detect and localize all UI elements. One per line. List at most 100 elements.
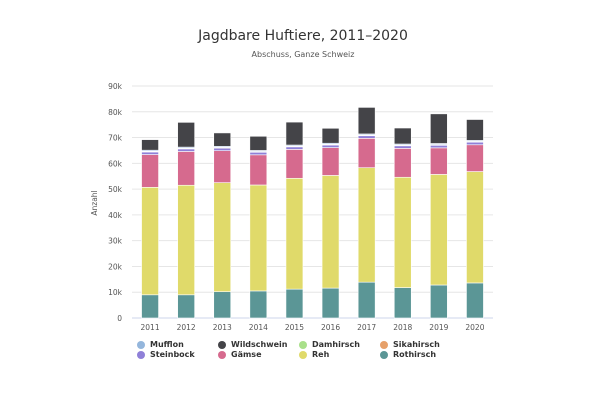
bar-segment-reh-2018[interactable] (393, 176, 412, 288)
legend-swatch (299, 340, 307, 349)
bar-segment-rothirsch-2012[interactable] (177, 294, 195, 319)
legend-swatch (380, 340, 388, 349)
bar-segment-rothirsch-2013[interactable] (213, 291, 232, 319)
legend-swatch (380, 350, 388, 359)
legend-label: Damhirsch (312, 340, 360, 349)
x-tick-label: 2016 (321, 323, 340, 332)
legend-label: Rothirsch (393, 350, 437, 359)
legend-swatch (137, 340, 145, 349)
bar-segment-gämse-2017[interactable] (357, 138, 376, 169)
bar-segment-reh-2019[interactable] (430, 174, 448, 286)
bar-segment-reh-2016[interactable] (321, 175, 340, 289)
legend-label: Sikahirsch (393, 340, 440, 349)
bar-segment-rothirsch-2019[interactable] (430, 284, 448, 319)
bar-segment-wildschwein-2017[interactable] (357, 107, 376, 135)
bar-segment-wildschwein-2018[interactable] (393, 127, 412, 145)
bar-segment-steinbock-2019[interactable] (430, 144, 448, 149)
x-tick-label: 2020 (465, 323, 484, 332)
legend-label: Mufflon (150, 340, 184, 349)
bar-segment-wildschwein-2012[interactable] (177, 122, 195, 148)
bar-segment-reh-2012[interactable] (177, 184, 195, 296)
bar-segment-reh-2013[interactable] (213, 182, 232, 293)
bar-segment-wildschwein-2014[interactable] (249, 135, 268, 151)
bar-segment-wildschwein-2011[interactable] (141, 139, 159, 151)
legend-item-rothirsch[interactable]: Rothirsch (380, 350, 436, 359)
bar-segment-rothirsch-2016[interactable] (321, 287, 340, 319)
bar-segment-wildschwein-2016[interactable] (321, 127, 340, 144)
bar-segment-steinbock-2020[interactable] (466, 141, 484, 146)
legend-item-steinbock[interactable]: Steinbock (137, 350, 195, 359)
bar-segment-gämse-2016[interactable] (321, 147, 340, 176)
bar-segment-steinbock-2018[interactable] (393, 145, 412, 149)
y-tick-label: 30k (108, 237, 123, 246)
x-tick-label: 2011 (141, 323, 160, 332)
bar-segment-rothirsch-2014[interactable] (249, 290, 268, 319)
x-tick-label: 2012 (177, 323, 196, 332)
bar-segment-gämse-2015[interactable] (285, 149, 304, 179)
bar-segment-steinbock-2015[interactable] (285, 146, 304, 150)
bar-segment-gämse-2018[interactable] (393, 148, 412, 178)
bar-segment-reh-2020[interactable] (466, 171, 484, 284)
bars (141, 107, 484, 319)
bar-segment-steinbock-2013[interactable] (213, 147, 232, 152)
legend-item-gämse[interactable]: Gämse (218, 350, 262, 359)
bar-segment-gämse-2019[interactable] (430, 147, 448, 175)
bar-segment-reh-2017[interactable] (357, 167, 376, 283)
legend-label: Steinbock (150, 350, 195, 359)
bar-segment-rothirsch-2018[interactable] (393, 287, 412, 319)
legend-item-wildschwein[interactable]: Wildschwein (218, 340, 288, 349)
bar-segment-wildschwein-2019[interactable] (430, 113, 448, 144)
x-tick-label: 2015 (285, 323, 304, 332)
legend-swatch (218, 350, 226, 359)
y-tick-label: 20k (108, 262, 123, 271)
x-tick-label: 2014 (249, 323, 268, 332)
legend-label: Wildschwein (231, 340, 288, 349)
bar-segment-rothirsch-2015[interactable] (285, 288, 304, 319)
bar-segment-steinbock-2016[interactable] (321, 144, 340, 148)
legend-item-reh[interactable]: Reh (299, 350, 329, 359)
bar-segment-reh-2011[interactable] (141, 187, 159, 296)
bar-segment-steinbock-2012[interactable] (177, 148, 195, 152)
bar-segment-gämse-2020[interactable] (466, 144, 484, 172)
legend-item-sikahirsch[interactable]: Sikahirsch (380, 340, 440, 349)
bar-segment-steinbock-2017[interactable] (357, 135, 376, 139)
y-tick-label: 60k (108, 159, 123, 168)
x-axis-ticks: 2011 2012 2013 2014 2015 2016 2017 2018 2019 2020 (141, 323, 485, 332)
chart-title: Jagdbare Huftiere, 2011–2020 (198, 28, 408, 44)
y-axis-label: Anzahl (90, 190, 99, 215)
bar-segment-wildschwein-2013[interactable] (213, 132, 232, 147)
bar-segment-wildschwein-2015[interactable] (285, 121, 304, 146)
bar-segment-gämse-2011[interactable] (141, 154, 159, 188)
y-tick-label: 40k (108, 211, 123, 220)
bar-segment-gämse-2012[interactable] (177, 151, 195, 186)
bar-segment-reh-2015[interactable] (285, 177, 304, 290)
bar-segment-reh-2014[interactable] (249, 184, 268, 292)
x-tick-label: 2017 (357, 323, 376, 332)
bar-segment-steinbock-2011[interactable] (141, 151, 159, 155)
chart-subtitle: Abschuss, Ganze Schweiz (251, 50, 355, 59)
y-tick-label: 90k (108, 82, 123, 91)
y-axis-ticks: 0 10k 20k 30k 40k 50k 60k 70k 80k 90k (108, 82, 123, 323)
bar-segment-rothirsch-2020[interactable] (466, 282, 484, 319)
bar-segment-rothirsch-2011[interactable] (141, 294, 159, 319)
legend-label: Gämse (231, 350, 262, 359)
legend-item-damhirsch[interactable]: Damhirsch (299, 340, 360, 349)
x-tick-label: 2013 (213, 323, 232, 332)
bar-segment-steinbock-2014[interactable] (249, 151, 268, 156)
bar-segment-gämse-2013[interactable] (213, 150, 232, 183)
y-tick-label: 70k (108, 134, 123, 143)
bar-segment-gämse-2014[interactable] (249, 154, 268, 186)
legend-swatch (137, 350, 145, 359)
bar-segment-rothirsch-2017[interactable] (357, 281, 376, 319)
y-tick-label: 50k (108, 185, 123, 194)
y-tick-label: 80k (108, 108, 123, 117)
y-tick-label: 0 (117, 314, 122, 323)
legend-swatch (218, 340, 226, 349)
legend-label: Reh (312, 350, 330, 359)
y-tick-label: 10k (108, 288, 123, 297)
bar-segment-wildschwein-2020[interactable] (466, 119, 484, 141)
x-tick-label: 2019 (429, 323, 448, 332)
legend-swatch (299, 350, 307, 359)
legend-item-mufflon[interactable]: Mufflon (137, 340, 184, 349)
